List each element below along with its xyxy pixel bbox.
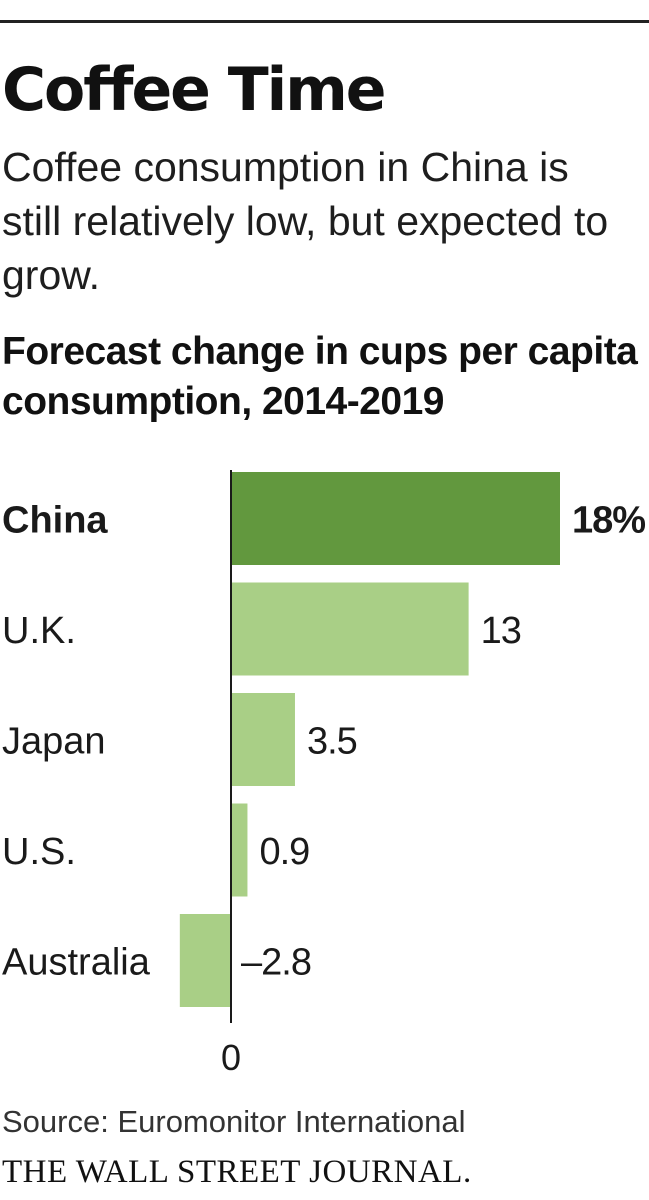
page-title: Coffee Time	[2, 55, 386, 125]
value-label-u-s: 0.9	[259, 831, 309, 873]
value-label-china: 18%	[572, 500, 645, 542]
category-label-japan: Japan	[2, 721, 106, 763]
bar-australia	[179, 914, 231, 1007]
value-label-u-k: 13	[481, 610, 521, 652]
axis-tick-label-zero: 0	[221, 1037, 241, 1078]
bar-china	[231, 472, 560, 565]
bar-japan	[231, 693, 295, 786]
bar-u-s	[231, 803, 248, 897]
publisher-logo: THE WALL STREET JOURNAL.	[2, 1154, 472, 1190]
value-label-japan: 3.5	[307, 721, 357, 763]
bar-chart: China 18% U.K. 13 Japan 3.5 U.S. 0.9 Australia –2…	[2, 470, 646, 1078]
category-label-u-s: U.S.	[2, 831, 76, 873]
bar-u-k	[231, 582, 469, 676]
value-label-australia: –2.8	[241, 942, 311, 984]
top-rule	[0, 20, 649, 23]
category-label-australia: Australia	[2, 942, 151, 984]
subtitle: Coffee consumption in China is still rel…	[2, 144, 609, 298]
category-label-china: China	[2, 500, 108, 542]
chart-title: Forecast change in cups per capita consu…	[2, 330, 638, 423]
source-note: Source: Euromonitor International	[2, 1104, 466, 1139]
category-label-u-k: U.K.	[2, 610, 76, 652]
